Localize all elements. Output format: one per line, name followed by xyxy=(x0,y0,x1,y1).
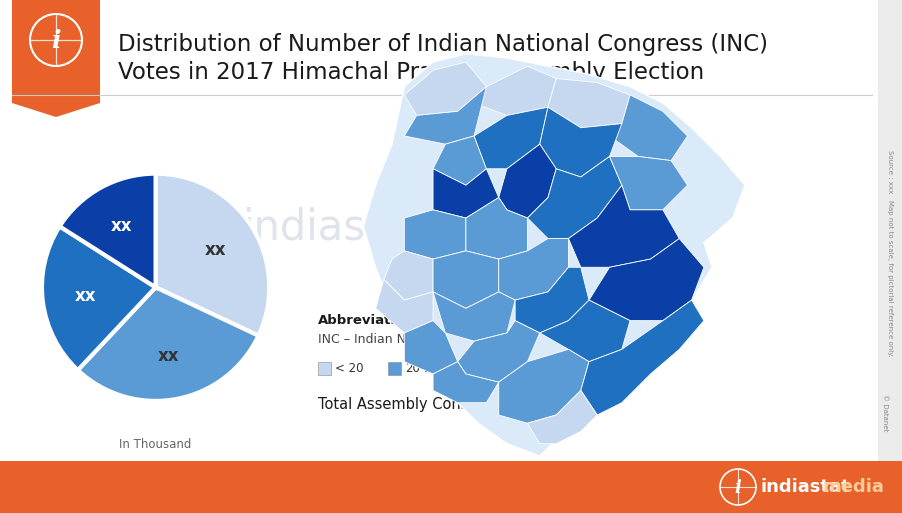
Polygon shape xyxy=(404,210,466,259)
Polygon shape xyxy=(433,251,499,308)
Polygon shape xyxy=(568,185,679,267)
Text: © Datanet: © Datanet xyxy=(882,394,888,431)
Polygon shape xyxy=(433,136,486,185)
Text: Distribution of Number of Indian National Congress (INC): Distribution of Number of Indian Nationa… xyxy=(118,33,768,56)
Polygon shape xyxy=(474,66,557,115)
Text: < 20: < 20 xyxy=(335,362,364,374)
Polygon shape xyxy=(404,321,457,374)
Text: In Thousand: In Thousand xyxy=(119,438,192,450)
FancyBboxPatch shape xyxy=(528,362,541,374)
Wedge shape xyxy=(42,226,156,370)
Polygon shape xyxy=(384,251,433,300)
Polygon shape xyxy=(499,349,589,423)
Polygon shape xyxy=(364,54,745,456)
Wedge shape xyxy=(60,173,156,287)
Polygon shape xyxy=(433,292,515,341)
Text: i: i xyxy=(734,479,741,497)
Polygon shape xyxy=(610,156,687,210)
Polygon shape xyxy=(474,107,548,169)
Text: xx: xx xyxy=(158,347,179,365)
FancyBboxPatch shape xyxy=(0,0,880,461)
Text: 20-25: 20-25 xyxy=(405,362,439,374)
Polygon shape xyxy=(581,300,704,415)
Text: Total Assembly Constituencies - 68: Total Assembly Constituencies - 68 xyxy=(318,398,574,412)
Text: xx: xx xyxy=(75,287,97,305)
FancyBboxPatch shape xyxy=(388,362,401,374)
Polygon shape xyxy=(515,267,589,333)
Polygon shape xyxy=(539,107,621,177)
Polygon shape xyxy=(466,198,528,259)
Text: indiastat: indiastat xyxy=(760,478,850,496)
Polygon shape xyxy=(457,321,539,382)
Polygon shape xyxy=(433,169,499,218)
Text: > 30: > 30 xyxy=(545,362,574,374)
Polygon shape xyxy=(499,144,557,218)
Polygon shape xyxy=(375,280,433,333)
Polygon shape xyxy=(433,362,499,403)
Text: media: media xyxy=(822,478,884,496)
Polygon shape xyxy=(404,62,486,115)
Text: xx: xx xyxy=(111,216,133,234)
FancyBboxPatch shape xyxy=(318,362,331,374)
Text: Votes in 2017 Himachal Pradesh Assembly Election: Votes in 2017 Himachal Pradesh Assembly … xyxy=(118,61,704,84)
Text: Source : xxx   Map not to scale, for pictorial reference only.: Source : xxx Map not to scale, for picto… xyxy=(887,150,893,357)
Text: INC – Indian National Congress: INC – Indian National Congress xyxy=(318,332,511,345)
Polygon shape xyxy=(528,390,597,444)
Wedge shape xyxy=(155,173,269,336)
Text: i: i xyxy=(51,29,60,53)
Polygon shape xyxy=(499,239,568,300)
Polygon shape xyxy=(548,78,630,128)
Polygon shape xyxy=(528,156,621,239)
FancyBboxPatch shape xyxy=(878,0,902,461)
Text: 25-30: 25-30 xyxy=(475,362,509,374)
Polygon shape xyxy=(404,87,486,144)
Polygon shape xyxy=(539,300,630,362)
Wedge shape xyxy=(78,287,259,401)
Polygon shape xyxy=(589,239,704,321)
Text: xx: xx xyxy=(205,241,226,259)
Circle shape xyxy=(720,469,756,505)
Polygon shape xyxy=(610,95,687,161)
Polygon shape xyxy=(12,0,100,117)
FancyBboxPatch shape xyxy=(458,362,471,374)
Text: Abbreviation:: Abbreviation: xyxy=(318,314,420,327)
FancyBboxPatch shape xyxy=(0,461,902,513)
Text: indiastatmedia.com: indiastatmedia.com xyxy=(242,207,654,249)
